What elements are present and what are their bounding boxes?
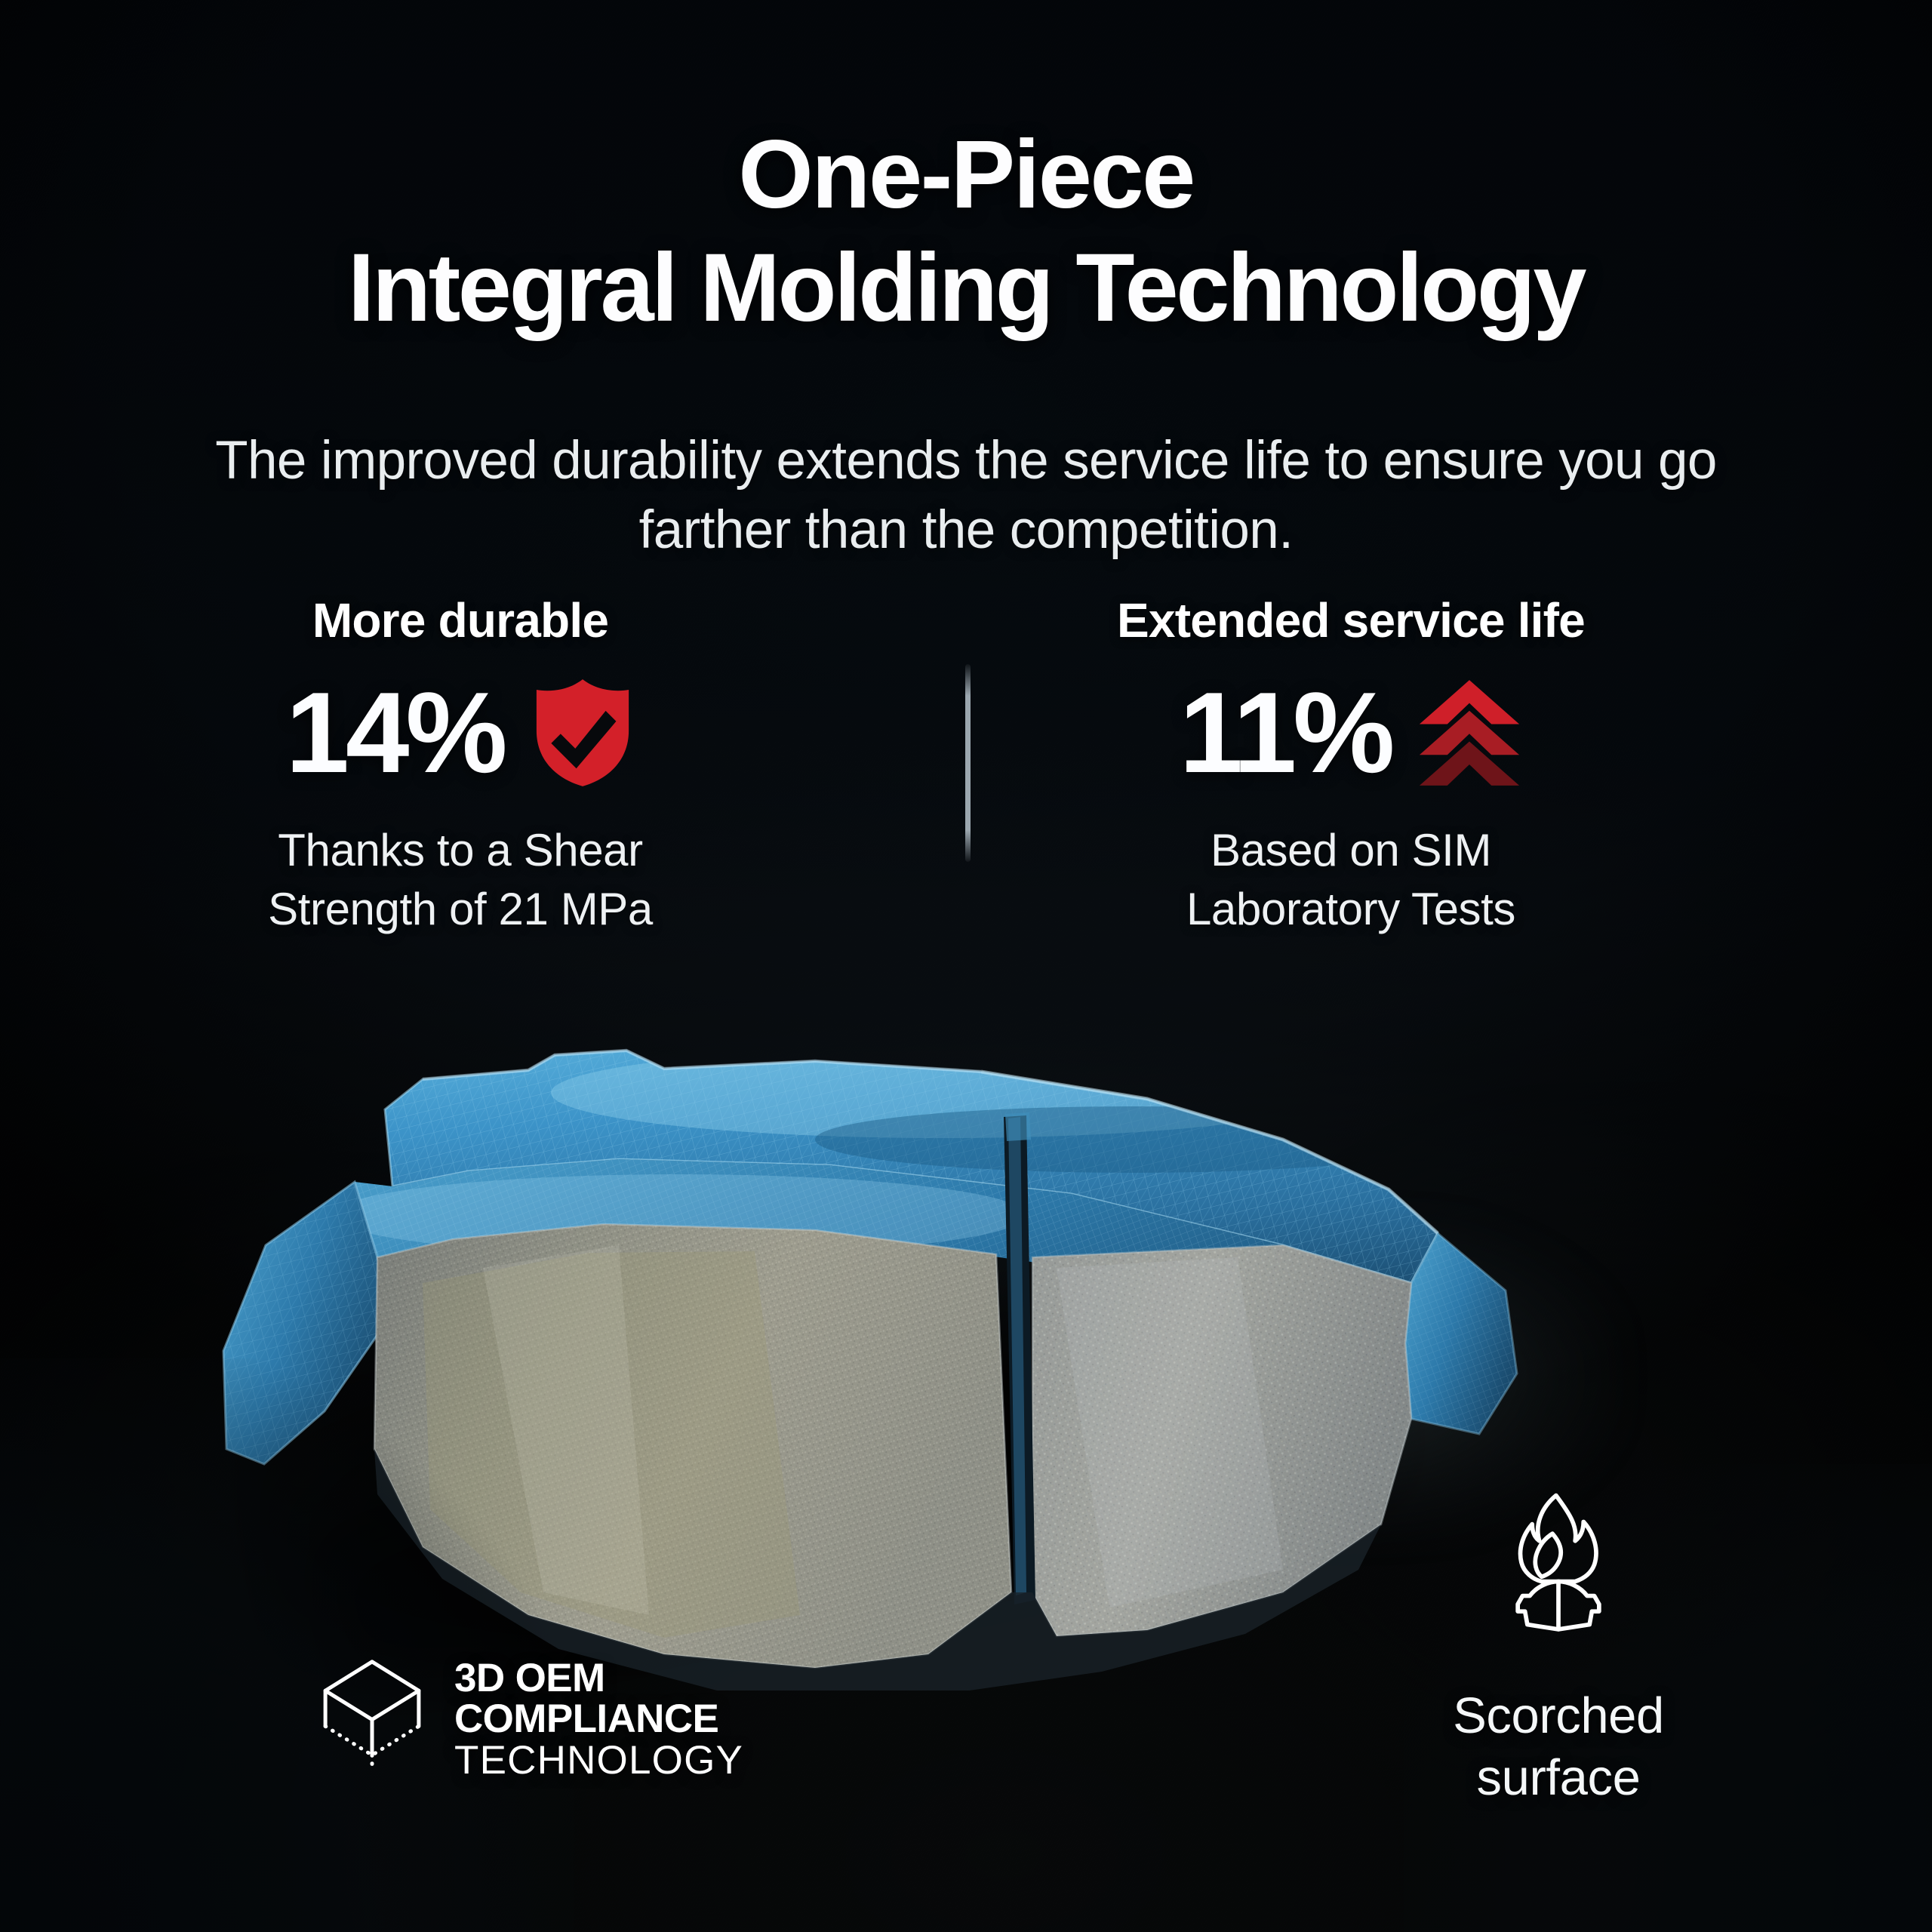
stat-value: 14%: [285, 669, 507, 797]
stat-note-line-2: Strength of 21 MPa: [268, 884, 653, 934]
subtitle-line-2: farther than the competition.: [638, 500, 1294, 561]
stat-more-durable: More durable 14% Thanks to a Shear Stren…: [91, 596, 830, 939]
triple-chevron-up-icon: [1420, 680, 1520, 786]
page-title: One-Piece Integral Molding Technology: [0, 127, 1932, 337]
background-corner-shade-left: [0, 1358, 574, 1932]
headline-line-1: One-Piece: [738, 121, 1195, 229]
page-subtitle: The improved durability extends the serv…: [204, 426, 1728, 566]
stat-extended-service-life: Extended service life 11% Based on SIM L…: [981, 596, 1721, 939]
stat-note-line-1: Thanks to a Shear: [278, 825, 643, 875]
friction-surface-right: [1031, 1244, 1413, 1638]
oem-line-1: 3D OEM: [454, 1655, 605, 1700]
badge-scorched-surface: Scorched surface: [1381, 1491, 1736, 1808]
flame-brake-pad-icon: [1515, 1493, 1601, 1632]
scorched-line-2: surface: [1476, 1749, 1641, 1806]
stats-row: More durable 14% Thanks to a Shear Stren…: [0, 596, 1932, 951]
stat-note-line-2: Laboratory Tests: [1186, 884, 1516, 934]
shield-check-icon: [536, 679, 629, 786]
oem-line-3: TECHNOLOGY: [454, 1737, 744, 1783]
stat-note: Thanks to a Shear Strength of 21 MPa: [91, 821, 830, 939]
badge-3d-oem-compliance: 3D OEM COMPLIANCE TECHNOLOGY: [315, 1657, 743, 1782]
stat-note-line-1: Based on SIM: [1210, 825, 1492, 875]
stats-divider: [965, 664, 971, 862]
background-corner-shade-right: [1404, 1464, 1932, 1932]
subtitle-line-1: The improved durability extends the serv…: [215, 431, 1717, 491]
stat-title: More durable: [312, 593, 609, 648]
stat-value-row: 11%: [981, 669, 1721, 797]
headline-line-2: Integral Molding Technology: [347, 234, 1587, 342]
stat-note: Based on SIM Laboratory Tests: [981, 821, 1721, 939]
3d-cube-icon: [323, 1660, 421, 1770]
stat-value: 11%: [1179, 669, 1395, 797]
oem-badge-text: 3D OEM COMPLIANCE TECHNOLOGY: [454, 1655, 744, 1783]
stat-title: Extended service life: [1117, 593, 1586, 648]
scorched-surface-label: Scorched surface: [1381, 1685, 1736, 1808]
oem-line-2: COMPLIANCE: [454, 1697, 719, 1742]
scorched-line-1: Scorched: [1453, 1687, 1664, 1744]
stat-value-row: 14%: [91, 669, 830, 797]
